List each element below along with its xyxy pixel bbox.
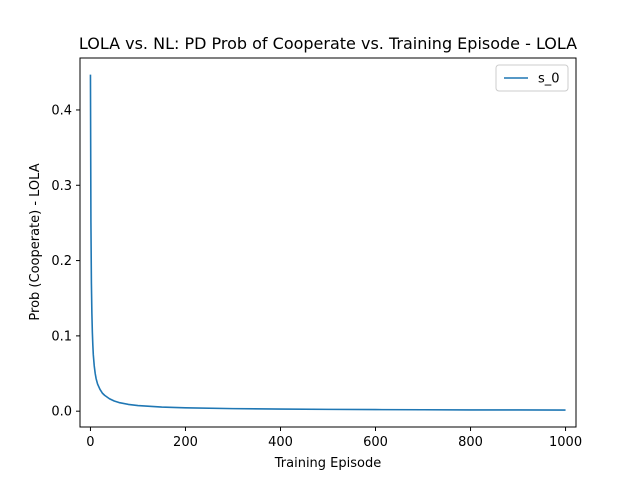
series-line-s_0 bbox=[89, 74, 566, 411]
x-axis-label: Training Episode bbox=[274, 456, 381, 471]
chart-title: LOLA vs. NL: PD Prob of Cooperate vs. Tr… bbox=[79, 34, 577, 53]
y-axis-ticks: 0.0 0.1 0.2 0.3 0.4 bbox=[51, 103, 80, 420]
legend-label: s_0 bbox=[538, 72, 560, 87]
x-tick-label: 800 bbox=[458, 435, 483, 450]
y-axis-label: Prob (Cooperate) - LOLA bbox=[28, 163, 43, 320]
y-tick-label: 0.4 bbox=[51, 103, 72, 118]
x-tick-label: 200 bbox=[173, 435, 198, 450]
y-tick-label: 0.1 bbox=[51, 329, 72, 344]
x-tick-label: 400 bbox=[268, 435, 293, 450]
x-tick-label: 1000 bbox=[549, 435, 582, 450]
axes-frame bbox=[79, 57, 577, 428]
y-tick-label: 0.3 bbox=[51, 179, 72, 194]
y-tick-label: 0.2 bbox=[51, 254, 72, 269]
x-tick-label: 0 bbox=[86, 435, 94, 450]
legend: s_0 bbox=[495, 64, 569, 92]
y-tick-label: 0.0 bbox=[51, 405, 72, 420]
legend-box bbox=[495, 64, 569, 92]
x-axis-ticks: 0 200 400 600 800 1000 bbox=[86, 427, 582, 450]
plot-area bbox=[79, 57, 577, 428]
x-tick-label: 600 bbox=[363, 435, 388, 450]
